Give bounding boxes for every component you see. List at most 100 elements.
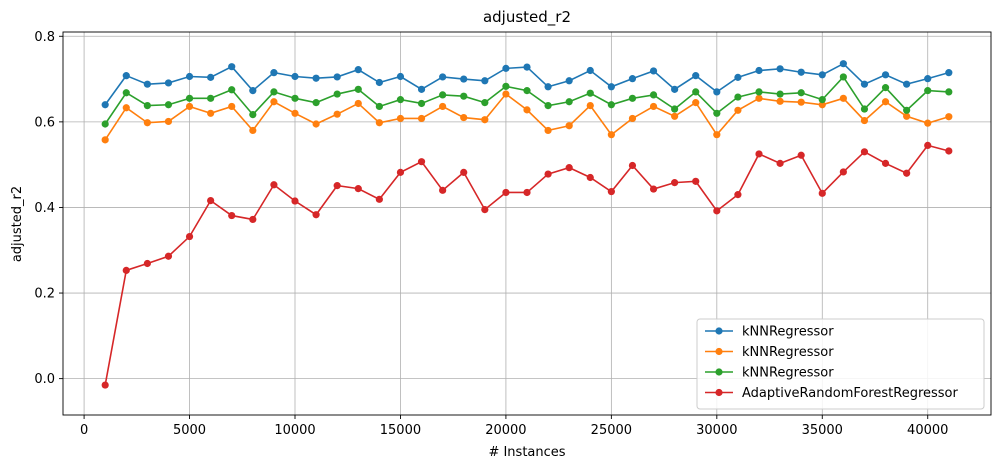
data-point xyxy=(396,96,405,104)
data-point xyxy=(607,131,615,139)
data-point xyxy=(671,105,679,113)
data-point xyxy=(375,78,383,87)
data-point xyxy=(122,266,130,274)
y-axis-label: adjusted_r2 xyxy=(10,186,25,262)
data-point xyxy=(544,170,552,178)
x-tick-label: 0 xyxy=(80,423,88,438)
data-point xyxy=(649,67,658,75)
data-point xyxy=(881,159,890,167)
data-point xyxy=(881,71,890,79)
data-point xyxy=(312,120,320,128)
data-point xyxy=(523,87,531,95)
x-tick-label: 25000 xyxy=(591,423,632,438)
y-tick-label: 0.6 xyxy=(34,115,55,130)
data-point xyxy=(333,90,341,98)
data-point xyxy=(903,106,911,114)
legend-swatch-marker xyxy=(715,347,723,356)
y-tick-label: 0.8 xyxy=(34,30,55,45)
data-point xyxy=(228,102,236,111)
data-point xyxy=(417,114,426,123)
data-point xyxy=(185,102,194,111)
data-point xyxy=(460,92,468,100)
data-point xyxy=(924,141,932,150)
data-point xyxy=(839,73,847,81)
data-point xyxy=(502,82,510,90)
data-point xyxy=(671,179,679,187)
data-point xyxy=(481,99,489,107)
legend-label: kNNRegressor xyxy=(742,325,834,340)
data-point xyxy=(924,119,932,127)
y-tick-label: 0.0 xyxy=(34,372,55,387)
legend-swatch-marker xyxy=(715,327,723,335)
data-point xyxy=(207,94,215,102)
data-point xyxy=(713,207,721,215)
data-point xyxy=(607,188,615,196)
data-point xyxy=(692,177,700,185)
x-tick-label: 40000 xyxy=(907,423,948,438)
data-point xyxy=(502,188,510,197)
x-axis-ticks: 0 5000 10000 15000 20000 25000 30000 35000 40000 xyxy=(80,415,948,438)
x-tick-label: 15000 xyxy=(380,423,421,438)
data-point xyxy=(776,159,784,167)
data-point xyxy=(164,252,173,260)
chart-title: adjusted_r2 xyxy=(483,8,571,27)
data-point xyxy=(945,147,953,155)
data-point xyxy=(396,114,405,123)
data-point xyxy=(586,66,594,75)
data-point xyxy=(649,102,658,111)
data-point xyxy=(839,168,847,176)
data-point xyxy=(565,98,573,106)
data-point xyxy=(439,186,447,194)
data-point xyxy=(228,86,236,94)
data-point xyxy=(122,89,130,97)
data-point xyxy=(607,83,615,91)
data-point xyxy=(101,381,109,389)
data-point xyxy=(228,211,236,220)
legend-item: kNNRegressor xyxy=(705,345,834,360)
data-point xyxy=(417,158,426,166)
x-tick-label: 30000 xyxy=(696,423,737,438)
data-point xyxy=(354,85,362,93)
data-point xyxy=(671,112,679,120)
data-point xyxy=(291,109,299,117)
data-point xyxy=(945,88,953,96)
data-point xyxy=(375,119,383,127)
data-point xyxy=(924,87,932,95)
data-point xyxy=(481,77,489,85)
data-point xyxy=(565,77,573,85)
data-point xyxy=(417,99,426,108)
data-point xyxy=(460,75,468,83)
data-point xyxy=(185,72,194,81)
data-point xyxy=(523,63,531,71)
data-point xyxy=(270,88,278,96)
data-point xyxy=(207,109,215,117)
x-tick-label: 35000 xyxy=(802,423,843,438)
data-point xyxy=(860,105,869,113)
data-point xyxy=(460,168,468,176)
data-point xyxy=(818,96,826,104)
legend-item: kNNRegressor xyxy=(705,325,834,340)
data-point xyxy=(881,98,890,106)
data-point xyxy=(945,69,953,77)
data-point xyxy=(565,122,573,130)
data-point xyxy=(903,112,911,120)
data-point xyxy=(776,90,784,98)
series-1 xyxy=(101,60,953,109)
data-point xyxy=(628,114,637,123)
data-point xyxy=(565,164,573,172)
data-point xyxy=(143,259,151,268)
data-point xyxy=(713,131,721,139)
data-point xyxy=(291,94,299,102)
x-tick-label: 10000 xyxy=(274,423,315,438)
data-point xyxy=(333,110,341,118)
data-point xyxy=(692,88,700,96)
data-point xyxy=(249,110,257,119)
data-point xyxy=(924,75,932,83)
data-point xyxy=(270,98,278,106)
x-tick-label: 20000 xyxy=(485,423,526,438)
data-point xyxy=(312,211,320,219)
data-point xyxy=(101,101,109,109)
data-point xyxy=(143,80,151,88)
data-point xyxy=(101,136,109,144)
data-point xyxy=(860,116,869,125)
